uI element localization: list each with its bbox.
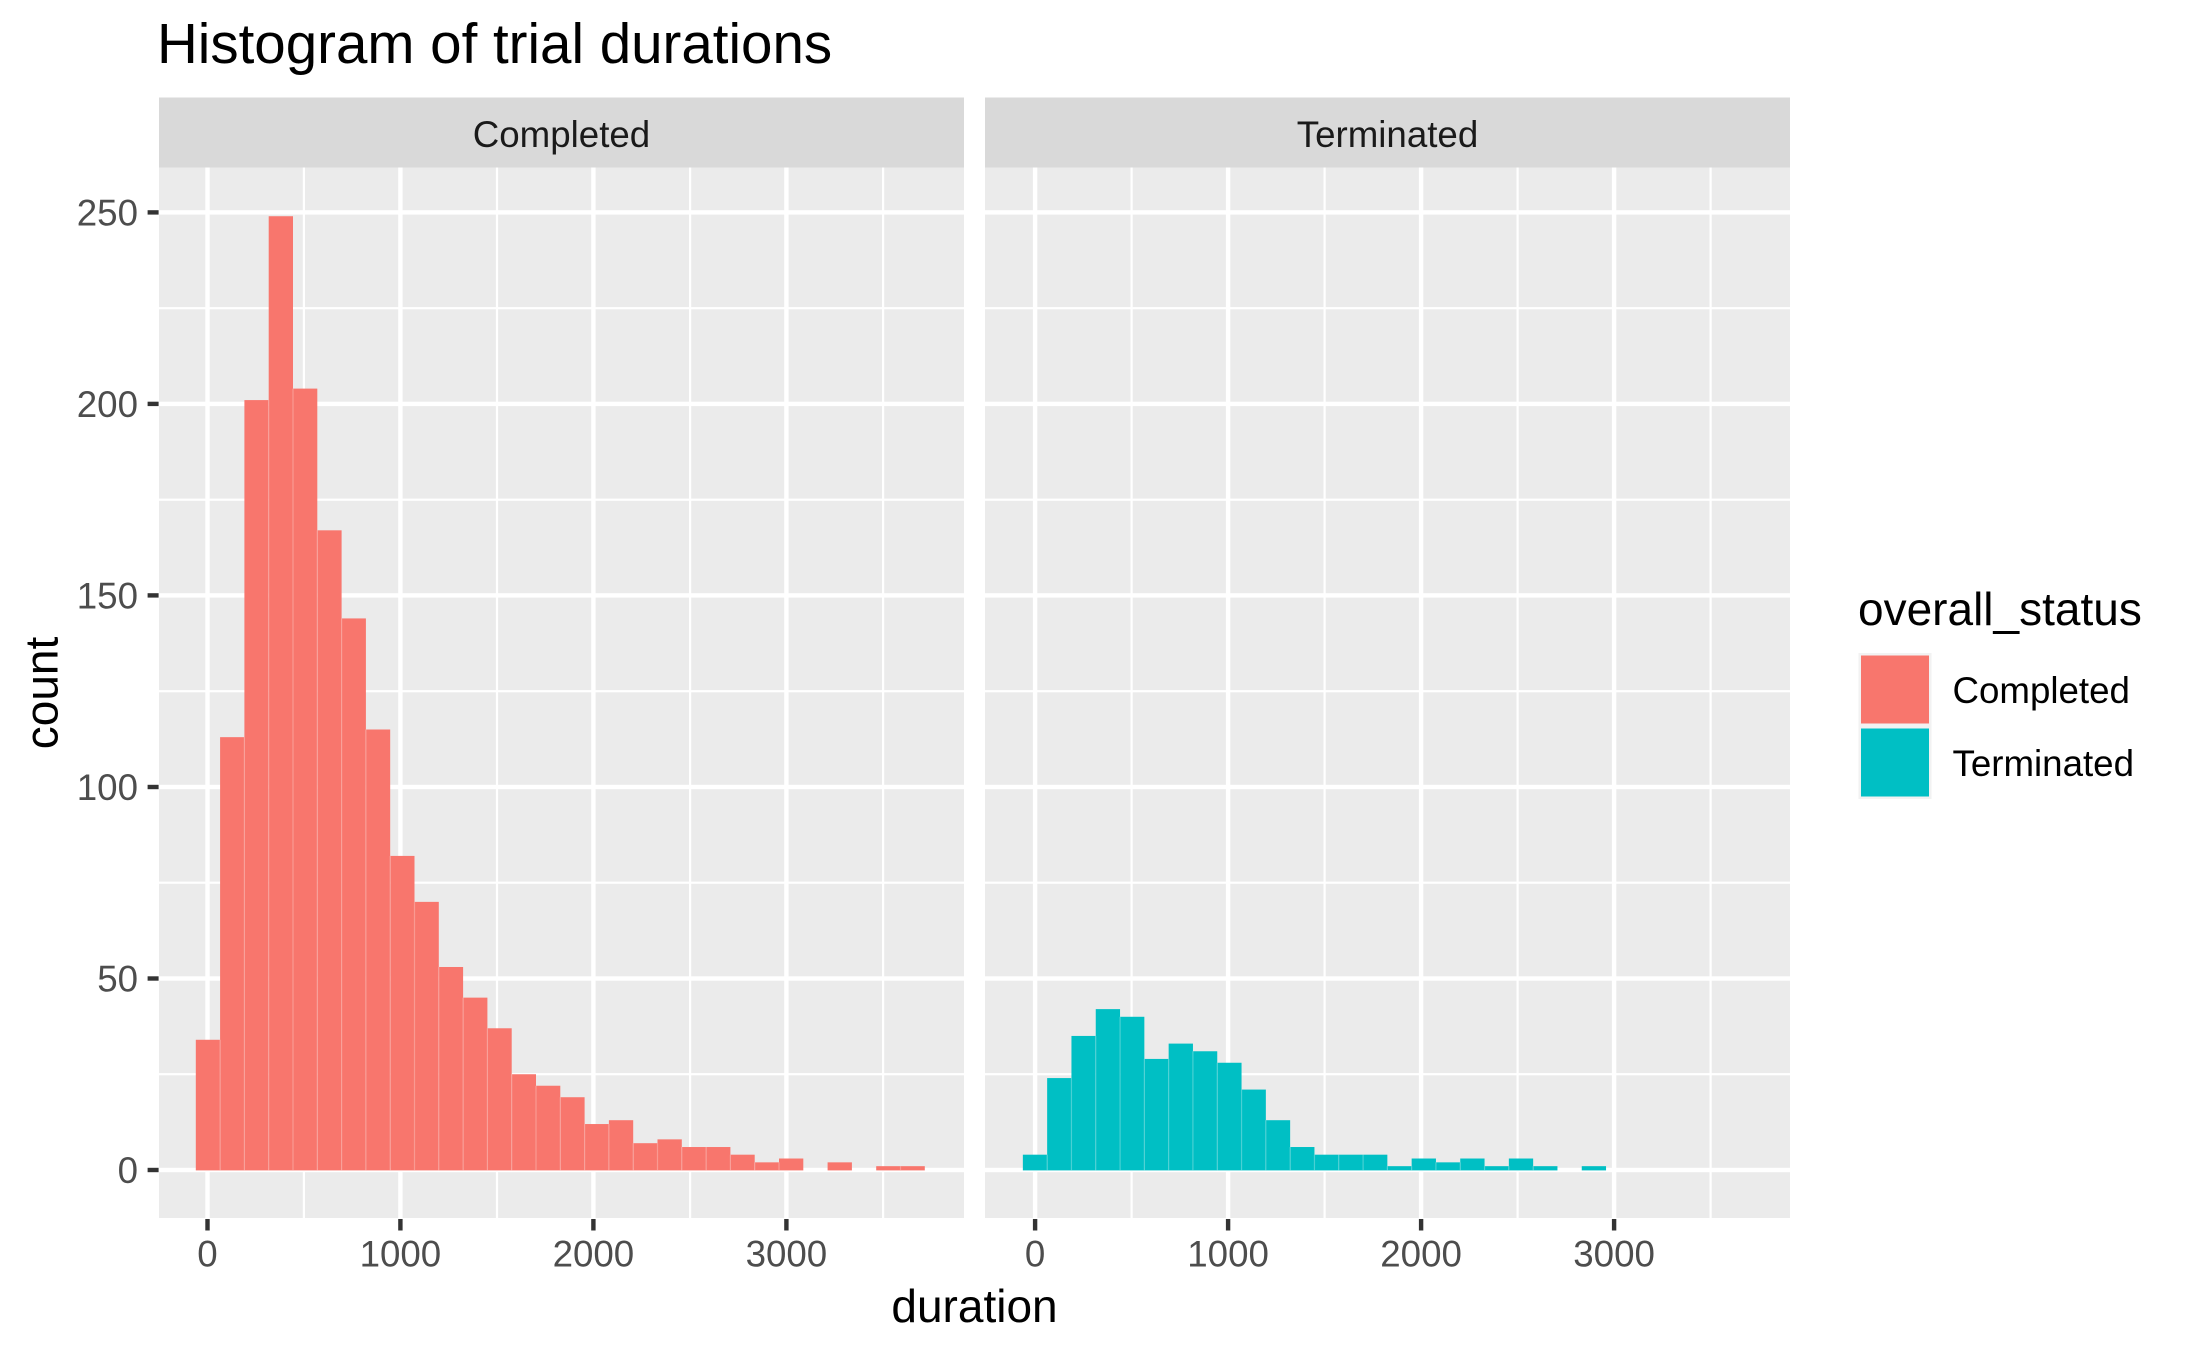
- svg-text:Histogram of trial durations: Histogram of trial durations: [157, 12, 832, 75]
- svg-text:3000: 3000: [1573, 1234, 1655, 1275]
- svg-text:200: 200: [77, 384, 138, 425]
- svg-text:1000: 1000: [1187, 1234, 1269, 1275]
- svg-text:duration: duration: [891, 1280, 1057, 1332]
- svg-text:0: 0: [197, 1234, 217, 1275]
- svg-text:Terminated: Terminated: [1297, 114, 1478, 155]
- svg-text:1000: 1000: [360, 1234, 442, 1275]
- svg-text:Completed: Completed: [473, 114, 650, 155]
- svg-text:0: 0: [118, 1150, 138, 1191]
- svg-text:3000: 3000: [746, 1234, 828, 1275]
- svg-text:overall_status: overall_status: [1858, 583, 2142, 635]
- svg-text:150: 150: [77, 575, 138, 616]
- svg-text:2000: 2000: [553, 1234, 635, 1275]
- svg-text:Completed: Completed: [1953, 670, 2130, 711]
- svg-text:50: 50: [97, 959, 138, 1000]
- svg-text:2000: 2000: [1380, 1234, 1462, 1275]
- svg-text:100: 100: [77, 767, 138, 808]
- svg-text:0: 0: [1025, 1234, 1045, 1275]
- svg-text:250: 250: [77, 192, 138, 233]
- svg-text:Terminated: Terminated: [1953, 743, 2134, 784]
- svg-text:count: count: [16, 637, 68, 750]
